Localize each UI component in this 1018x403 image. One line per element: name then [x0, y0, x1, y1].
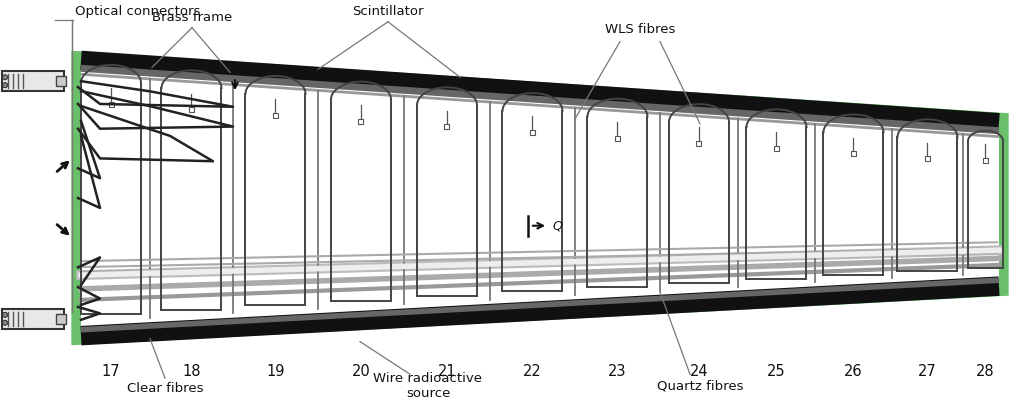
FancyBboxPatch shape [2, 71, 64, 91]
Text: 18: 18 [182, 364, 201, 379]
Bar [530, 130, 535, 135]
Bar [189, 107, 194, 112]
Text: 28: 28 [976, 364, 995, 379]
Bar [983, 158, 988, 163]
Text: 19: 19 [267, 364, 285, 379]
Text: 26: 26 [844, 364, 863, 379]
Text: Quartz fibres: Quartz fibres [657, 380, 743, 393]
Text: 25: 25 [768, 364, 786, 379]
Bar [925, 156, 930, 161]
Bar [615, 136, 620, 141]
Text: 23: 23 [608, 364, 627, 379]
FancyBboxPatch shape [2, 309, 64, 329]
Bar [696, 141, 701, 146]
Text: WLS fibres: WLS fibres [605, 23, 675, 36]
Text: 20: 20 [351, 364, 371, 379]
Text: Scintillator: Scintillator [352, 5, 423, 19]
Bar [56, 314, 66, 324]
Text: Clear fibres: Clear fibres [127, 382, 204, 395]
Bar [273, 113, 278, 118]
Circle shape [2, 83, 7, 87]
Circle shape [2, 75, 7, 80]
Text: Q: Q [552, 219, 562, 232]
Polygon shape [72, 52, 1008, 345]
Bar [445, 125, 450, 129]
Circle shape [2, 320, 7, 325]
Text: 24: 24 [689, 364, 709, 379]
Text: Optical connectors: Optical connectors [75, 5, 201, 19]
Bar [851, 152, 856, 156]
Text: Brass frame: Brass frame [152, 11, 232, 24]
Polygon shape [81, 60, 999, 336]
Bar [774, 146, 779, 151]
Circle shape [2, 312, 7, 317]
Bar [358, 118, 363, 124]
Bar [56, 76, 66, 86]
Text: 27: 27 [918, 364, 937, 379]
Text: 22: 22 [523, 364, 542, 379]
Text: Wire radioactive
source: Wire radioactive source [374, 372, 483, 400]
Text: 17: 17 [102, 364, 120, 379]
Bar [109, 102, 113, 107]
Text: 21: 21 [438, 364, 456, 379]
